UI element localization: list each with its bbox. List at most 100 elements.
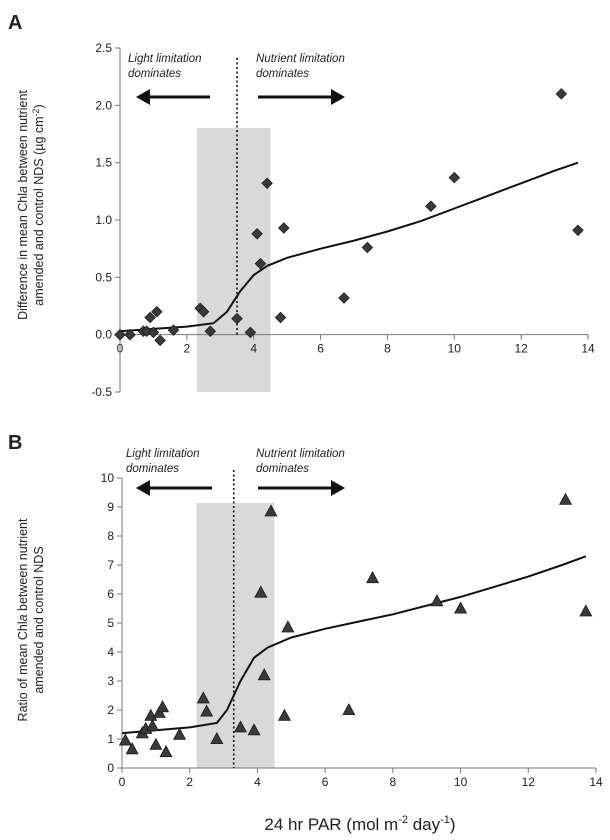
panel-b-data-point (196, 691, 210, 704)
panel-b-y-tick-label: 10 (101, 471, 115, 485)
panel-b-data-point (173, 727, 187, 740)
panel-a-y-tick-label: 1.5 (95, 156, 112, 170)
panel-a-x-tick-label: 0 (117, 342, 124, 356)
panel-a-ylabel-line2: amended and control NDS (µg cm-2) (31, 104, 46, 305)
panel-b-left-annotation-line1: Light limitation (126, 448, 200, 460)
panel-b-y-tick-label: 9 (107, 500, 114, 514)
panel-b-transition-band (196, 503, 275, 768)
panel-b-points (118, 492, 593, 758)
panel-b-x-tick-label: 2 (186, 775, 193, 789)
panel-a-points (114, 88, 584, 347)
panel-a-transition-band (196, 128, 271, 392)
panel-a-data-point (261, 177, 273, 190)
panel-b-right-arrow (258, 480, 345, 496)
panel-a-y-tick-label: -0.5 (91, 385, 112, 399)
panel-b-data-point (277, 708, 292, 721)
panel-a-right-annotation-line1: Nutrient limitation (256, 53, 345, 65)
panel-a-x-tick-label: 8 (384, 342, 391, 356)
panel-b-data-point (156, 700, 170, 713)
panel-a-data-point (231, 312, 243, 325)
panel-a-annotations: Light limitation dominates Nutrient limi… (128, 53, 345, 105)
panel-b-data-point (159, 744, 173, 758)
panel-b-data-point (247, 723, 261, 736)
panel-b-x-tick-label: 8 (390, 775, 397, 789)
panel-b-data-point (281, 620, 295, 633)
panel-b-data-point (254, 585, 268, 598)
panel-b-data-point (233, 720, 248, 733)
panel-a-right-arrow (258, 89, 345, 105)
panel-a-data-point (361, 241, 374, 254)
panel-b-x-tick-label: 12 (522, 775, 536, 789)
panel-a-data-point (572, 224, 584, 237)
panel-a-data-point (197, 305, 210, 318)
panel-b-ylabel-line1: Ratio of mean Chla between nutrient (16, 518, 30, 721)
panel-b-data-point (366, 570, 380, 584)
panel-b-data-point (125, 742, 139, 755)
panel-a-x-tick-label: 6 (317, 342, 324, 356)
panel-b-data-point (264, 504, 278, 517)
panel-a-right-annotation-line2: dominates (256, 68, 309, 80)
panel-a-data-point (274, 311, 287, 324)
panel-a-x-tick-label: 12 (514, 342, 528, 356)
panel-b-data-point (257, 668, 271, 681)
panel-a-x-tick-label: 10 (448, 342, 462, 356)
panel-b-y-tick-label: 7 (107, 558, 114, 572)
panel-a-trend-line (119, 161, 579, 333)
panel-b-y-tick-label: 4 (107, 645, 114, 659)
panel-a-data-point (244, 326, 257, 339)
panel-b-ylabel-line2: amended and control NDS (32, 546, 46, 693)
panel-b-x-tick-label: 6 (322, 775, 329, 789)
panel-a-data-point (425, 200, 437, 212)
panel-a-data-point (254, 257, 267, 270)
panel-b-data-point (145, 718, 160, 731)
panel-b-data-point (579, 604, 593, 617)
panel-b-left-annotation-line2: dominates (126, 463, 179, 475)
panel-b-data-point (210, 731, 224, 744)
panel-a-data-point (144, 311, 156, 324)
panel-a: A -0.5 0.0 0.5 1.0 1.5 2.0 2.5 0 2 4 6 8 10 12 14 Ligh… (8, 12, 595, 399)
panel-b-right-annotation-line1: Nutrient limitation (256, 448, 345, 460)
panel-a-axes: -0.5 0.0 0.5 1.0 1.5 2.0 2.5 0 2 4 6 8 10 12 14 (91, 41, 595, 399)
panel-b-x-tick-label: 0 (119, 775, 126, 789)
panel-b-y-tick-label: 3 (107, 674, 114, 688)
panel-b-data-point (118, 733, 132, 746)
panel-b-letter: B (8, 432, 22, 454)
panel-a-y-tick-label: 2.5 (95, 41, 112, 55)
panel-a-left-annotation-line1: Light limitation (128, 53, 202, 65)
panel-b-y-tick-label: 0 (107, 761, 114, 775)
panel-b-y-tick-label: 1 (107, 732, 114, 746)
panel-a-x-tick-label: 4 (250, 342, 257, 356)
panel-a-y-tick-label: 2.0 (95, 98, 112, 112)
panel-b-annotations: Light limitation dominates Nutrient limi… (126, 448, 345, 496)
panel-b-y-tick-label: 6 (107, 587, 114, 601)
panel-a-data-point (154, 334, 166, 347)
panel-b-x-tick-label: 14 (589, 775, 603, 789)
panel-a-data-point (448, 171, 461, 184)
panel-a-data-point (151, 305, 163, 318)
panel-b-y-tick-label: 2 (107, 703, 114, 717)
panel-a-x-tick-label: 14 (581, 342, 595, 356)
panel-a-data-point (204, 325, 217, 337)
panel-b-y-tick-label: 8 (107, 529, 114, 543)
panel-a-data-point (167, 324, 180, 336)
panel-b-x-tick-label: 4 (254, 775, 261, 789)
panel-b-data-point (430, 594, 444, 607)
x-axis-label: 24 hr PAR (mol m-2 day-1) (264, 814, 455, 834)
panel-a-data-point (124, 328, 136, 341)
panel-a-data-point (251, 228, 263, 240)
panel-a-y-tick-label: 0.0 (95, 328, 112, 342)
panel-b-data-point (454, 601, 468, 614)
panel-a-data-point (278, 222, 290, 234)
panel-a-x-tick-label: 2 (184, 342, 191, 356)
panel-a-ylabel-line1: Difference in mean Chla between nutrient (16, 90, 30, 320)
panel-a-left-arrow (136, 89, 210, 105)
panel-a-data-point (114, 328, 126, 341)
panel-a-data-point (555, 88, 568, 100)
panel-b-x-tick-label: 10 (454, 775, 468, 789)
panel-b-data-point (200, 704, 214, 717)
panel-b-data-point (342, 702, 356, 715)
panel-a-y-tick-label: 1.0 (95, 213, 112, 227)
